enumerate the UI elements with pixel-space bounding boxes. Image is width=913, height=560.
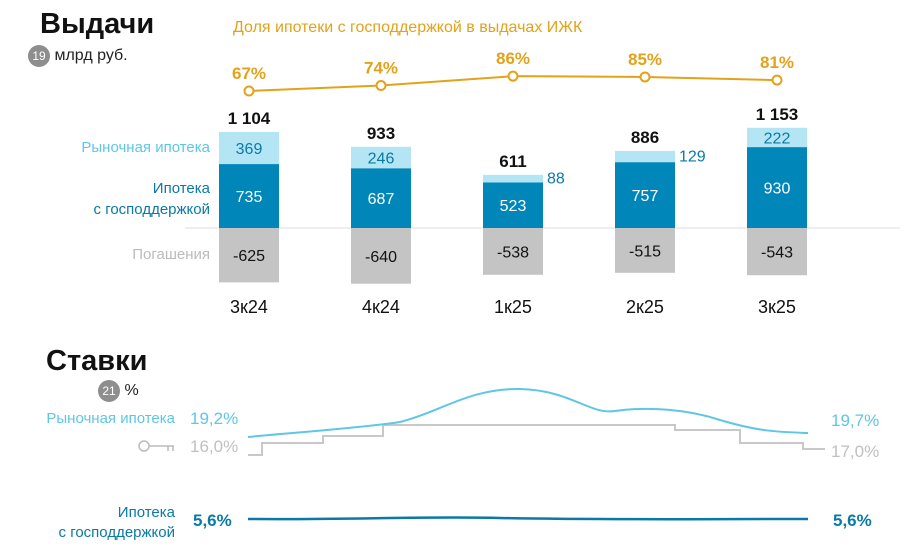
bar-repay <box>747 228 807 276</box>
label-market: 88 <box>547 171 565 188</box>
label-repay: -543 <box>761 245 793 262</box>
category-label: 3к24 <box>230 297 268 317</box>
legend-gov-line1: Ипотека <box>152 180 210 197</box>
label-gov: 687 <box>368 191 395 208</box>
issuance-unit-text: млрд руб. <box>54 47 128 65</box>
key-icon <box>138 440 174 452</box>
rates-gov-line2: с господдержкой <box>58 524 175 541</box>
category-label: 4к24 <box>362 297 400 317</box>
issuance-title: Выдачи <box>40 8 155 40</box>
share-label: 81% <box>760 53 794 72</box>
bar-market <box>219 131 279 165</box>
issuance-badge: 19 <box>28 45 50 67</box>
rates-market-label: Рыночная ипотека <box>46 410 175 427</box>
issuance-chart: 735 369 -625 1 104 3к24 687 246 -640 933 4к24 523 8… <box>185 49 900 317</box>
legend-repay: Погашения <box>132 246 210 263</box>
bar-repay <box>483 228 543 275</box>
rates-gov-start: 5,6% <box>193 511 232 530</box>
label-total: 611 <box>499 152 526 171</box>
gov-rate-line <box>247 516 809 521</box>
share-label: 86% <box>496 49 530 68</box>
category-label: 2к25 <box>626 297 664 317</box>
label-total: 886 <box>631 128 659 147</box>
bar-market <box>351 146 411 169</box>
label-gov: 523 <box>500 198 527 215</box>
label-total: 1 104 <box>228 109 271 128</box>
legend-gov-line2: с господдержкой <box>93 201 210 218</box>
share-point <box>507 70 519 82</box>
legend-market: Рыночная ипотека <box>81 139 210 156</box>
rates-key-start: 16,0% <box>190 437 239 456</box>
rates-market-start: 19,2% <box>190 409 239 428</box>
rates-badge: 21 <box>98 380 120 402</box>
bar-gov <box>615 162 675 228</box>
share-point <box>771 74 783 86</box>
bar-market <box>483 174 543 183</box>
rates-title: Ставки <box>46 345 148 377</box>
share-label: 85% <box>628 50 662 69</box>
bar-gov <box>219 164 279 228</box>
label-market: 129 <box>679 149 706 166</box>
label-market: 369 <box>236 141 263 158</box>
label-gov: 735 <box>236 189 263 206</box>
share-point <box>639 71 651 83</box>
label-market: 246 <box>368 151 395 168</box>
share-title: Доля ипотеки с господдержкой в выдачах И… <box>233 19 583 36</box>
bar-gov <box>747 147 807 228</box>
share-label: 74% <box>364 59 398 78</box>
label-repay: -625 <box>233 248 265 265</box>
bar-gov <box>351 168 411 228</box>
label-repay: -640 <box>365 249 397 266</box>
label-repay: -515 <box>629 243 661 260</box>
rates-gov-end: 5,6% <box>833 511 872 530</box>
legend-gov: Ипотека с господдержкой <box>94 178 210 220</box>
label-market: 222 <box>764 130 791 147</box>
label-total: 1 153 <box>756 105 799 124</box>
market-rate-line <box>247 387 809 438</box>
issuance-unit: 19 млрд руб. <box>28 45 128 67</box>
bar-market <box>615 150 675 163</box>
bar-repay <box>219 228 279 283</box>
share-label: 67% <box>232 64 266 83</box>
rates-unit-text: % <box>124 382 139 400</box>
bar-repay <box>351 228 411 284</box>
share-point <box>375 80 387 92</box>
rates-gov-line1: Ипотека <box>117 504 175 521</box>
key-rate-line <box>248 424 825 456</box>
category-label: 3к25 <box>758 297 796 317</box>
rates-market-end: 19,7% <box>831 411 880 430</box>
bar-repay <box>615 228 675 273</box>
rates-key-end: 17,0% <box>831 442 880 461</box>
rates-gov-label: Ипотека с господдержкой <box>59 503 175 543</box>
label-gov: 757 <box>632 188 659 205</box>
label-total: 933 <box>367 124 395 143</box>
rates-unit: 21 % <box>98 380 139 402</box>
label-gov: 930 <box>764 181 791 198</box>
bar-gov <box>483 182 543 228</box>
bar-market <box>747 127 807 148</box>
share-point <box>243 85 255 97</box>
label-repay: -538 <box>497 244 529 261</box>
rates-chart <box>138 387 825 521</box>
category-label: 1к25 <box>494 297 532 317</box>
